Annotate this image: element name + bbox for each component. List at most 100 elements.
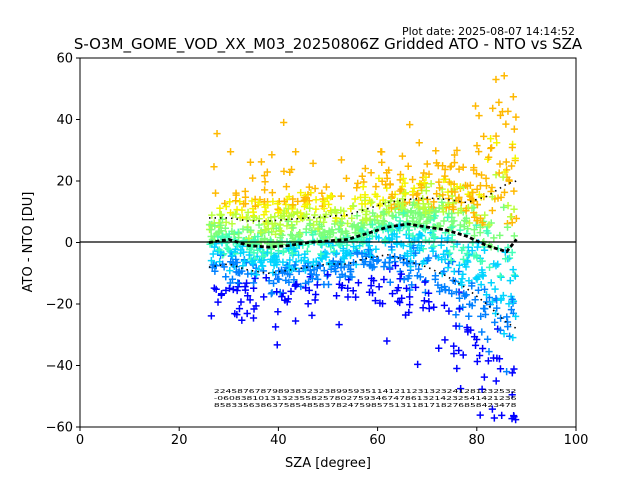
data-point	[445, 178, 453, 186]
data-point	[440, 267, 448, 276]
data-point	[406, 242, 414, 251]
data-point	[507, 306, 515, 314]
data-point	[419, 200, 427, 208]
data-point	[246, 158, 255, 166]
y-tick-label: 40	[56, 113, 73, 128]
data-point	[312, 196, 320, 204]
data-point	[432, 159, 441, 167]
data-point	[267, 213, 275, 222]
data-point	[381, 258, 389, 266]
data-point	[325, 200, 333, 208]
data-point	[480, 217, 488, 226]
data-point	[300, 196, 308, 204]
data-point	[368, 232, 376, 240]
data-point	[261, 178, 269, 186]
data-point	[508, 248, 516, 257]
data-point	[488, 206, 496, 215]
data-point	[499, 173, 507, 181]
y-tick-label: 60	[56, 52, 73, 67]
data-point	[331, 207, 339, 215]
data-point	[428, 244, 436, 252]
data-point	[460, 223, 468, 231]
data-point	[462, 207, 470, 215]
data-point	[312, 290, 320, 299]
data-point	[249, 314, 258, 322]
data-point	[439, 202, 447, 210]
data-point	[440, 301, 448, 309]
data-point	[320, 204, 328, 213]
data-point	[250, 305, 258, 313]
data-point	[239, 248, 248, 256]
mean-line	[208, 222, 518, 254]
data-point	[234, 279, 242, 287]
data-point	[211, 267, 219, 275]
data-point	[254, 246, 262, 254]
data-point	[508, 143, 516, 152]
data-point	[479, 272, 487, 280]
data-point	[359, 216, 367, 224]
data-point	[289, 234, 297, 243]
data-point	[292, 148, 300, 156]
data-point	[463, 249, 471, 258]
data-point	[233, 258, 241, 267]
data-point	[500, 330, 508, 338]
data-point	[396, 254, 404, 262]
data-point	[482, 174, 490, 182]
data-point	[407, 207, 415, 215]
data-point	[320, 266, 328, 275]
data-point	[292, 282, 300, 290]
data-point	[268, 189, 276, 197]
data-point	[250, 213, 258, 221]
data-point	[297, 189, 305, 197]
data-point	[226, 279, 234, 287]
data-point	[510, 205, 518, 213]
data-point	[408, 214, 417, 222]
data-point	[291, 261, 299, 269]
data-point	[386, 278, 394, 286]
data-point	[436, 287, 444, 296]
data-point	[349, 258, 358, 267]
data-point	[321, 248, 329, 256]
data-point	[371, 297, 379, 305]
data-point	[364, 246, 373, 254]
data-point	[477, 312, 485, 320]
data-point	[294, 251, 303, 259]
data-point	[400, 209, 408, 217]
data-point	[313, 281, 321, 289]
data-point	[376, 200, 384, 208]
bin-annotations: 2245876787989383232389959351141211231323…	[214, 389, 517, 409]
data-point	[279, 247, 288, 255]
data-point	[417, 211, 425, 219]
data-point	[209, 261, 217, 269]
data-point	[276, 220, 284, 228]
data-point	[242, 279, 251, 287]
data-point	[490, 260, 498, 268]
chart-title: S-O3M_GOME_VOD_XX_M03_20250806Z Gridded …	[74, 35, 583, 54]
data-point	[447, 256, 455, 264]
data-point	[344, 293, 352, 301]
data-point	[362, 214, 370, 222]
data-point	[500, 203, 508, 211]
data-point	[457, 278, 465, 287]
data-point	[497, 273, 505, 281]
data-point	[225, 284, 234, 292]
data-point	[372, 245, 380, 253]
data-point	[375, 283, 383, 291]
data-point	[448, 258, 457, 266]
data-point	[232, 197, 240, 205]
data-point	[476, 351, 484, 360]
data-point	[418, 232, 426, 240]
data-point	[488, 405, 496, 413]
data-point	[260, 234, 269, 243]
data-point	[509, 333, 517, 342]
data-point	[497, 314, 505, 322]
data-point	[356, 193, 365, 201]
data-point	[243, 309, 251, 318]
data-point	[222, 273, 230, 281]
data-point	[374, 256, 382, 264]
data-point	[368, 198, 376, 206]
data-point	[489, 354, 498, 362]
data-point	[451, 188, 459, 196]
data-point	[244, 292, 252, 300]
data-point	[354, 279, 363, 287]
